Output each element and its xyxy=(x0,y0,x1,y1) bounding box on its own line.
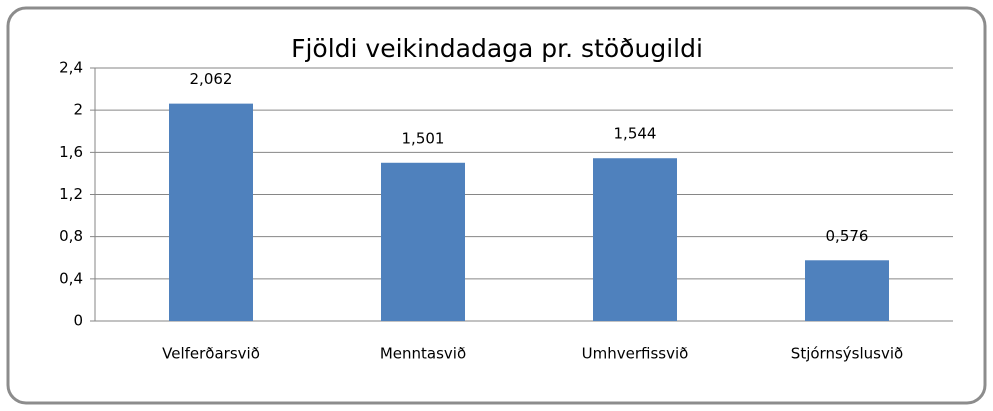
y-tick-label: 1,6 xyxy=(59,143,83,161)
bar xyxy=(805,260,889,321)
x-tick-label: Menntasvið xyxy=(380,345,466,363)
y-tick-label: 2,4 xyxy=(59,59,83,77)
x-tick-label: Umhverfissvið xyxy=(582,345,689,363)
x-tick-label: Velferðarsvið xyxy=(162,345,260,363)
chart-title: Fjöldi veikindadaga pr. stöðugildi xyxy=(291,34,703,63)
y-tick-label: 0,8 xyxy=(59,227,83,245)
data-label: 0,576 xyxy=(826,227,869,245)
bar xyxy=(593,158,677,321)
bar xyxy=(169,103,253,322)
bar xyxy=(381,162,465,321)
y-tick-label: 1,2 xyxy=(59,185,83,203)
y-tick-label: 0,4 xyxy=(59,269,83,287)
data-label: 2,062 xyxy=(190,70,233,88)
y-tick-label: 2 xyxy=(73,101,83,119)
y-tick-label: 0 xyxy=(73,312,83,330)
data-label: 1,501 xyxy=(402,129,445,147)
data-label: 1,544 xyxy=(614,125,657,143)
x-tick-label: Stjórnsýslusvið xyxy=(791,345,903,363)
